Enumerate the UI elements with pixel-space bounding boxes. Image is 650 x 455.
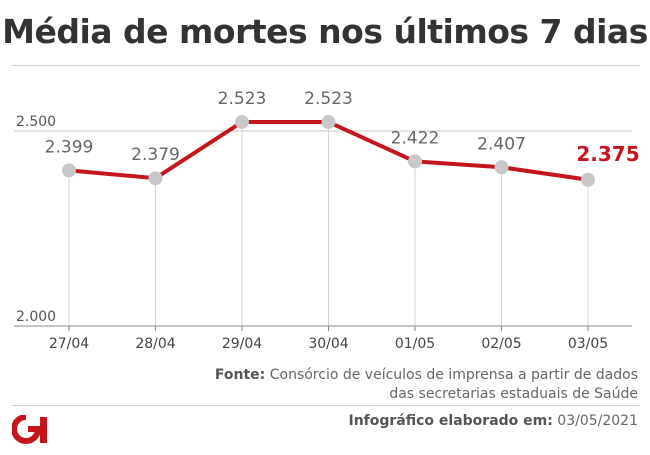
credit-date: 03/05/2021	[557, 413, 638, 429]
chart-title: Média de mortes nos últimos 7 dias	[2, 12, 648, 51]
data-point	[581, 172, 595, 187]
data-point	[494, 160, 509, 175]
data-label: 2.399	[45, 137, 94, 157]
y-tick-label: 2.000	[16, 309, 56, 325]
data-point	[235, 115, 249, 130]
x-tick-label: 02/05	[481, 336, 521, 352]
credit-note: Infográfico elaborado em: 03/05/2021	[348, 413, 638, 429]
x-tick-label: 01/05	[395, 336, 435, 352]
source-note: Fonte: Consórcio de veículos de imprensa…	[208, 366, 638, 404]
source-label: Fonte:	[214, 367, 266, 383]
x-tick-label: 29/04	[222, 336, 262, 352]
data-label: 2.407	[477, 134, 526, 154]
data-point	[62, 163, 76, 178]
data-point	[321, 115, 336, 130]
bottom-divider	[12, 405, 640, 406]
data-label: 2.523	[304, 89, 353, 109]
data-point	[408, 154, 422, 169]
source-text: Consórcio de veículos de imprensa a part…	[269, 367, 638, 402]
g1-logo	[12, 415, 47, 444]
x-tick-label: 27/04	[49, 336, 89, 352]
credit-label: Infográfico elaborado em:	[348, 413, 553, 429]
x-tick-label: 28/04	[135, 336, 175, 352]
x-tick-label: 03/05	[568, 336, 608, 352]
data-label: 2.523	[218, 89, 267, 109]
y-tick-label: 2.500	[16, 114, 56, 130]
data-label: 2.422	[391, 128, 440, 148]
data-label: 2.379	[131, 145, 180, 165]
x-tick-label: 30/04	[308, 336, 348, 352]
data-label-highlight: 2.375	[576, 142, 639, 166]
data-point	[148, 171, 163, 186]
top-divider	[12, 65, 640, 66]
